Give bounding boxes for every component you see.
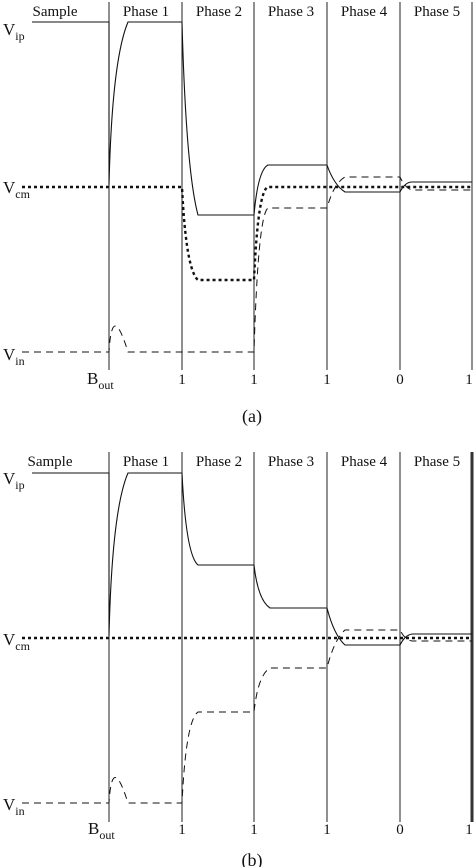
vip-waveform <box>32 472 472 646</box>
bout-label: Bout <box>88 819 115 842</box>
bit-value: 1 <box>323 822 331 838</box>
vin-label: Vin <box>3 345 25 368</box>
bit-value: 1 <box>178 822 186 838</box>
phase-header-1: Phase 1 <box>123 454 169 470</box>
bit-value: 1 <box>250 372 258 388</box>
bit-value: 1 <box>178 372 186 388</box>
vin-waveform <box>22 176 472 353</box>
phase-header-4: Phase 4 <box>341 454 388 470</box>
caption-b: (b) <box>242 850 263 867</box>
phase-header-3: Phase 3 <box>268 454 314 470</box>
vcm-waveform <box>22 185 472 282</box>
vip-label: Vip <box>3 20 25 43</box>
vin-waveform <box>22 629 472 804</box>
phase-header-sample: Sample <box>33 4 78 20</box>
bit-value: 1 <box>323 372 331 388</box>
phase-header-2: Phase 2 <box>196 4 242 20</box>
bit-value: 0 <box>396 372 404 388</box>
phase-header-3: Phase 3 <box>268 4 314 20</box>
panel-b: Sample Phase 1 Phase 2 Phase 3 Phase 4 P… <box>3 452 474 867</box>
vip-label: Vip <box>3 469 25 492</box>
phase-header-sample: Sample <box>28 454 73 470</box>
phase-header-5: Phase 5 <box>414 4 460 20</box>
bit-value: 1 <box>250 822 258 838</box>
bit-value: 1 <box>465 822 473 838</box>
vcm-label: Vcm <box>3 630 31 653</box>
phase-header-4: Phase 4 <box>341 4 388 20</box>
phase-header-2: Phase 2 <box>196 454 242 470</box>
vcm-label: Vcm <box>3 178 31 201</box>
phase-header-5: Phase 5 <box>414 454 460 470</box>
bout-label: Bout <box>87 369 114 392</box>
vip-waveform <box>32 21 472 216</box>
caption-a: (a) <box>242 406 262 427</box>
vin-label: Vin <box>3 795 25 818</box>
bit-value: 1 <box>465 372 473 388</box>
phase-header-1: Phase 1 <box>123 4 169 20</box>
panel-a: Sample Phase 1 Phase 2 Phase 3 Phase 4 P… <box>3 2 473 427</box>
bit-value: 0 <box>396 822 404 838</box>
